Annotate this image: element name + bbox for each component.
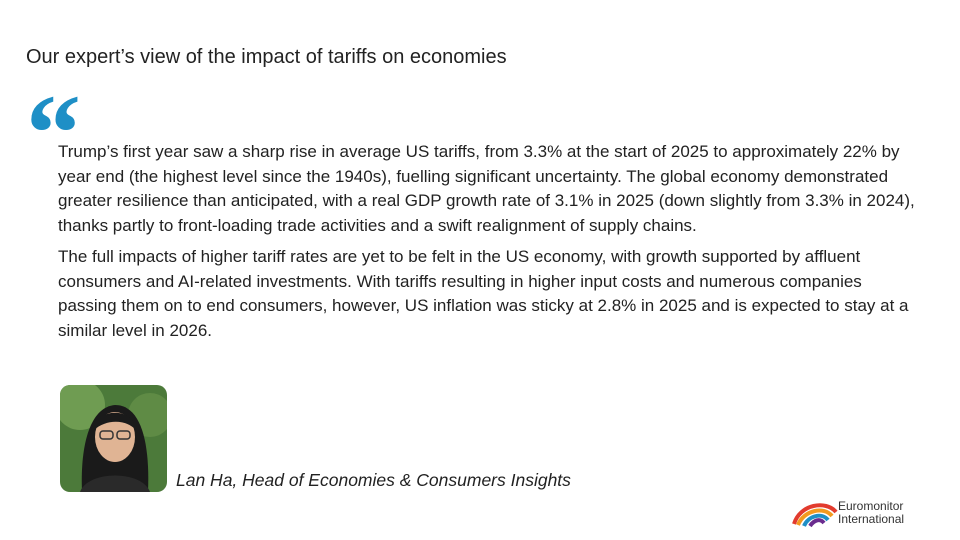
- logo-mark: [792, 503, 838, 528]
- logo-text: Euromonitor International: [838, 500, 904, 526]
- quote-paragraph: Trump’s first year saw a sharp rise in a…: [58, 142, 915, 235]
- logo-line: Euromonitor: [838, 499, 904, 513]
- quote-body: Trump’s first year saw a sharp rise in a…: [58, 140, 920, 350]
- portrait-photo: [60, 385, 167, 492]
- quote-paragraph: The full impacts of higher tariff rates …: [58, 247, 909, 340]
- logo-line: International: [838, 512, 905, 526]
- attribution: Lan Ha, Head of Economies & Consumers In…: [176, 470, 571, 490]
- quote-mark: “: [26, 72, 81, 194]
- slide-title: Our expert’s view of the impact of tarif…: [26, 46, 507, 68]
